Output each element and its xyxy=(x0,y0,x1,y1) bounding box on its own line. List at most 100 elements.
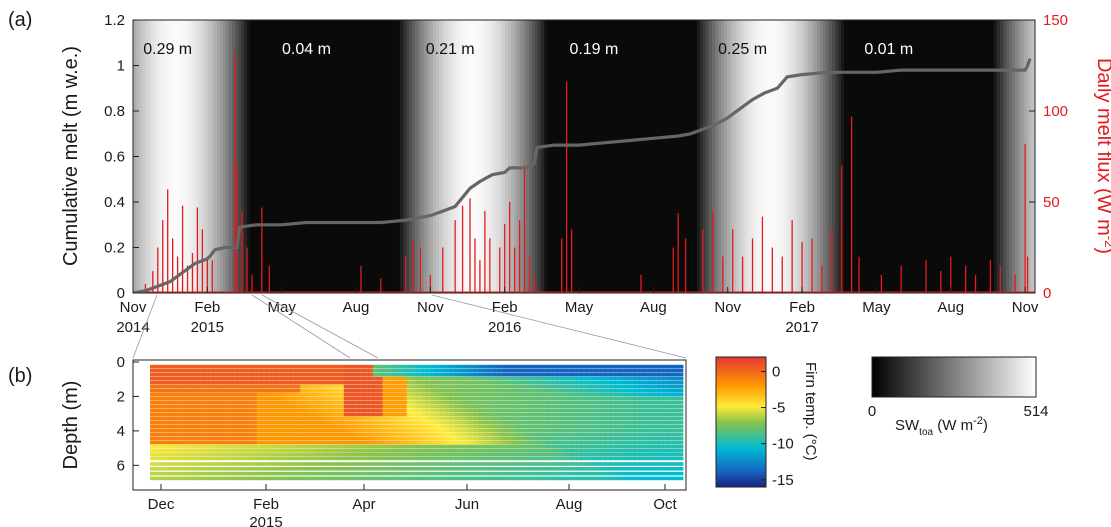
temperature-cell xyxy=(542,420,548,425)
temperature-cell xyxy=(353,448,359,453)
temperature-cell xyxy=(542,392,548,397)
temperature-cell xyxy=(469,388,476,393)
x-tick-label: May xyxy=(565,299,594,316)
temperature-cell xyxy=(658,384,664,389)
sw-shade-stripe xyxy=(802,20,806,293)
temperature-cell xyxy=(518,372,524,377)
temperature-cell xyxy=(663,396,669,401)
sw-shade-stripe xyxy=(1033,20,1035,293)
temperature-cell xyxy=(213,412,219,417)
temperature-cell xyxy=(261,412,267,417)
temperature-cell xyxy=(164,462,170,466)
temperature-cell xyxy=(513,436,519,441)
temperature-cell xyxy=(271,388,277,393)
temperature-cell xyxy=(251,436,258,441)
temperature-cell xyxy=(338,412,345,417)
temperature-cell xyxy=(324,436,330,441)
temperature-cell xyxy=(547,396,553,401)
sw-shade-stripe xyxy=(784,20,788,293)
temperature-cell xyxy=(217,380,224,385)
temperature-cell xyxy=(368,368,374,373)
temperature-cell xyxy=(358,404,364,409)
temperature-cell xyxy=(406,420,413,425)
temperature-cell xyxy=(431,444,437,449)
temperature-cell xyxy=(179,432,185,437)
temperature-cell xyxy=(513,408,519,413)
temperature-cell xyxy=(634,372,640,377)
sw-shade-stripe xyxy=(826,20,830,293)
sw-shade-stripe xyxy=(328,20,332,293)
temperature-cell xyxy=(213,368,219,373)
temperature-cell xyxy=(387,388,393,393)
sw-shade-stripe xyxy=(886,20,890,293)
temperature-cell xyxy=(542,368,548,373)
temperature-cell xyxy=(629,440,635,445)
depth-tick-label: 2 xyxy=(117,388,125,405)
temperature-cell xyxy=(154,436,161,441)
temperature-cell xyxy=(639,392,645,397)
temperature-cell xyxy=(319,380,325,385)
temperature-cell xyxy=(508,448,514,453)
temperature-cell xyxy=(179,440,185,445)
temperature-cell xyxy=(445,384,451,389)
temperature-cell xyxy=(401,412,408,417)
temperature-cell xyxy=(237,456,243,461)
temperature-cell xyxy=(460,412,466,417)
temperature-cell xyxy=(634,436,640,441)
sw-shade-stripe xyxy=(487,20,491,293)
temperature-cell xyxy=(319,424,325,429)
temperature-cell xyxy=(280,412,287,417)
temperature-cell xyxy=(484,368,490,373)
sw-shade-stripe xyxy=(481,20,485,293)
sw-shade-stripe xyxy=(862,20,866,293)
temperature-cell xyxy=(450,424,456,429)
sw-shade-stripe xyxy=(655,20,659,293)
temperature-cell xyxy=(493,456,500,461)
temperature-cell xyxy=(527,476,534,481)
temperature-cell xyxy=(493,420,500,425)
temperature-cell xyxy=(193,380,199,385)
sw-shade-stripe xyxy=(868,20,872,293)
temperature-cell xyxy=(426,364,432,369)
temperature-cell xyxy=(450,416,456,421)
temperature-cell xyxy=(150,408,156,413)
temperature-cell xyxy=(489,456,495,461)
temperature-cell xyxy=(513,462,519,466)
temperature-cell xyxy=(208,376,214,381)
temperature-cell xyxy=(372,408,379,413)
temperature-cell xyxy=(227,372,233,377)
temperature-cell xyxy=(169,364,175,369)
temperature-cell xyxy=(397,467,403,471)
temperature-cell xyxy=(595,471,602,476)
temperature-cell xyxy=(460,364,466,369)
temperature-cell xyxy=(581,372,587,377)
temperature-cell xyxy=(435,412,442,417)
temperature-cell xyxy=(397,404,403,409)
temperature-cell xyxy=(150,376,156,381)
temperature-cell xyxy=(431,456,437,461)
temperature-cell xyxy=(314,388,321,393)
temperature-cell xyxy=(300,452,306,457)
temperature-cell xyxy=(498,380,505,385)
colorbar-tick-label: -15 xyxy=(772,472,794,489)
temperature-cell xyxy=(397,436,403,441)
temperature-cell xyxy=(213,404,219,409)
temperature-cell xyxy=(353,436,359,441)
temperature-cell xyxy=(256,392,262,397)
temperature-cell xyxy=(435,372,442,377)
temperature-cell xyxy=(348,372,354,377)
temperature-cell xyxy=(280,444,287,449)
temperature-cell xyxy=(183,368,190,373)
temperature-cell xyxy=(590,380,597,385)
temperature-cell xyxy=(275,384,282,389)
temperature-cell xyxy=(154,388,161,393)
temperature-cell xyxy=(392,400,398,405)
temperature-cell xyxy=(314,456,321,461)
sw-shade-stripe xyxy=(640,20,644,293)
temperature-cell xyxy=(164,372,170,377)
temperature-cell xyxy=(571,384,577,389)
temperature-cell xyxy=(523,448,529,453)
temperature-cell xyxy=(382,476,388,481)
temperature-cell xyxy=(523,372,529,377)
temperature-cell xyxy=(382,424,388,429)
